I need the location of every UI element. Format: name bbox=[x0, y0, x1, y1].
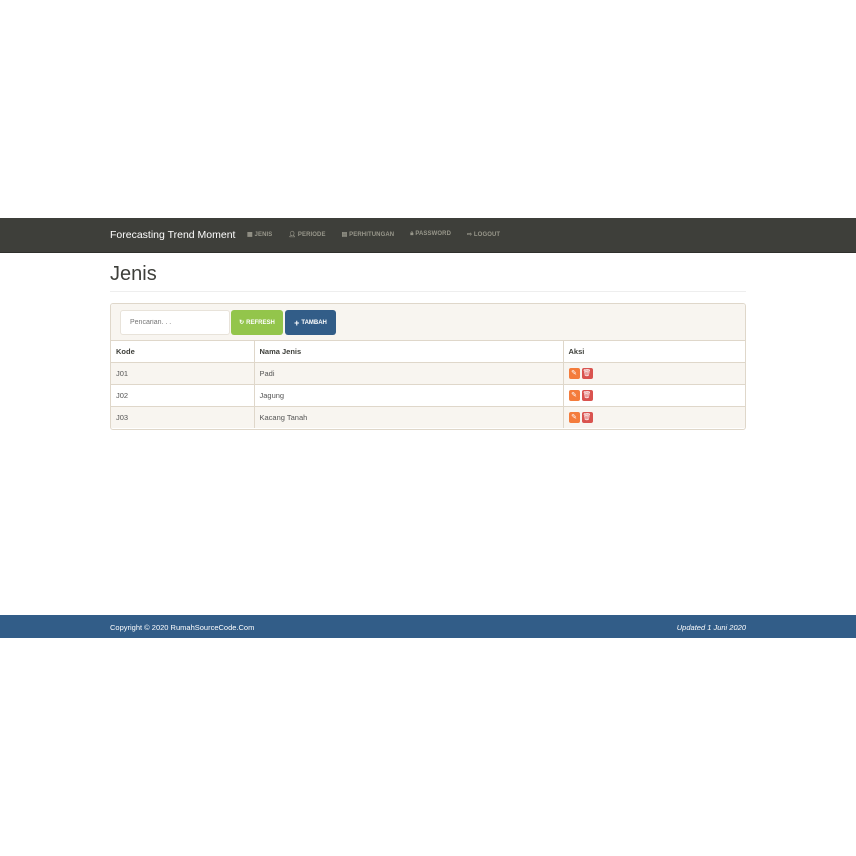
nav-password[interactable]: 🔒︎ PASSWORD bbox=[410, 231, 451, 238]
refresh-icon: ↻ bbox=[239, 320, 245, 326]
refresh-label: REFRESH bbox=[246, 319, 275, 326]
nav-jenis[interactable]: ▦ JENIS bbox=[247, 231, 272, 238]
edit-icon[interactable]: ✎ bbox=[568, 411, 580, 423]
nav-label: LOGOUT bbox=[473, 232, 501, 238]
data-panel: ↻REFRESH +TAMBAH Kode Nama Jenis Aksi J0… bbox=[110, 303, 746, 430]
table-row: J02 Jagung ✎ 🗑︎ bbox=[111, 384, 745, 407]
header-aksi: Aksi bbox=[563, 341, 745, 363]
th-large-icon: ▦ bbox=[247, 232, 255, 238]
logout-icon: ⇨ bbox=[467, 232, 474, 238]
nav-label: JENIS bbox=[254, 232, 273, 238]
trash-icon[interactable]: 🗑︎ bbox=[581, 389, 593, 401]
cell-kode: J01 bbox=[111, 362, 255, 385]
navbar: Forecasting Trend Moment ▦ JENIS 👤︎ PERI… bbox=[0, 218, 856, 253]
nav-logout[interactable]: ⇨ LOGOUT bbox=[467, 231, 500, 238]
refresh-button[interactable]: ↻ REFRESH bbox=[231, 310, 283, 335]
nav-label: PERHITUNGAN bbox=[349, 232, 395, 238]
cell-aksi: ✎ 🗑︎ bbox=[563, 406, 745, 428]
copyright-text: Copyright © 2020 RumahSourceCode.Com bbox=[110, 623, 255, 632]
cell-kode: J03 bbox=[111, 406, 255, 428]
jenis-table: Kode Nama Jenis Aksi J01 Padi ✎ 🗑︎ J02 Ja… bbox=[111, 341, 745, 428]
brand-link[interactable]: Forecasting Trend Moment bbox=[110, 229, 236, 241]
nav-perhitungan[interactable]: ▤ PERHITUNGAN bbox=[342, 231, 395, 238]
edit-icon[interactable]: ✎ bbox=[568, 389, 580, 401]
footer: Copyright © 2020 RumahSourceCode.Com Upd… bbox=[0, 615, 856, 638]
trash-icon[interactable]: 🗑︎ bbox=[581, 367, 593, 379]
cell-nama: Padi bbox=[254, 362, 564, 385]
calendar-icon: ▤ bbox=[341, 232, 350, 238]
header-kode: Kode bbox=[111, 341, 255, 363]
user-icon: 👤︎ bbox=[288, 232, 298, 238]
nav-label: PERIODE bbox=[297, 232, 326, 238]
add-button[interactable]: + TAMBAH bbox=[285, 310, 336, 335]
divider bbox=[110, 291, 746, 292]
cell-kode: J02 bbox=[111, 384, 255, 407]
cell-nama: Jagung bbox=[254, 384, 564, 407]
search-input[interactable] bbox=[120, 310, 230, 335]
plus-icon: + bbox=[294, 317, 300, 328]
cell-aksi: ✎ 🗑︎ bbox=[563, 384, 745, 407]
table-row: J01 Padi ✎ 🗑︎ bbox=[111, 362, 745, 385]
cell-aksi: ✎ 🗑︎ bbox=[563, 362, 745, 385]
header-nama: Nama Jenis bbox=[254, 341, 564, 363]
nav-periode[interactable]: 👤︎ PERIODE bbox=[288, 231, 325, 238]
page-title: Jenis bbox=[110, 263, 157, 285]
edit-icon[interactable]: ✎ bbox=[568, 367, 580, 379]
panel-toolbar: ↻REFRESH +TAMBAH bbox=[111, 304, 745, 341]
trash-icon[interactable]: 🗑︎ bbox=[581, 411, 593, 423]
updated-text: Updated 1 Juni 2020 bbox=[676, 623, 746, 632]
nav-label: PASSWORD bbox=[415, 231, 452, 237]
lock-icon: 🔒︎ bbox=[410, 231, 416, 237]
add-label: TAMBAH bbox=[301, 319, 327, 326]
table-row: J03 Kacang Tanah ✎ 🗑︎ bbox=[111, 406, 745, 428]
cell-nama: Kacang Tanah bbox=[254, 406, 564, 428]
